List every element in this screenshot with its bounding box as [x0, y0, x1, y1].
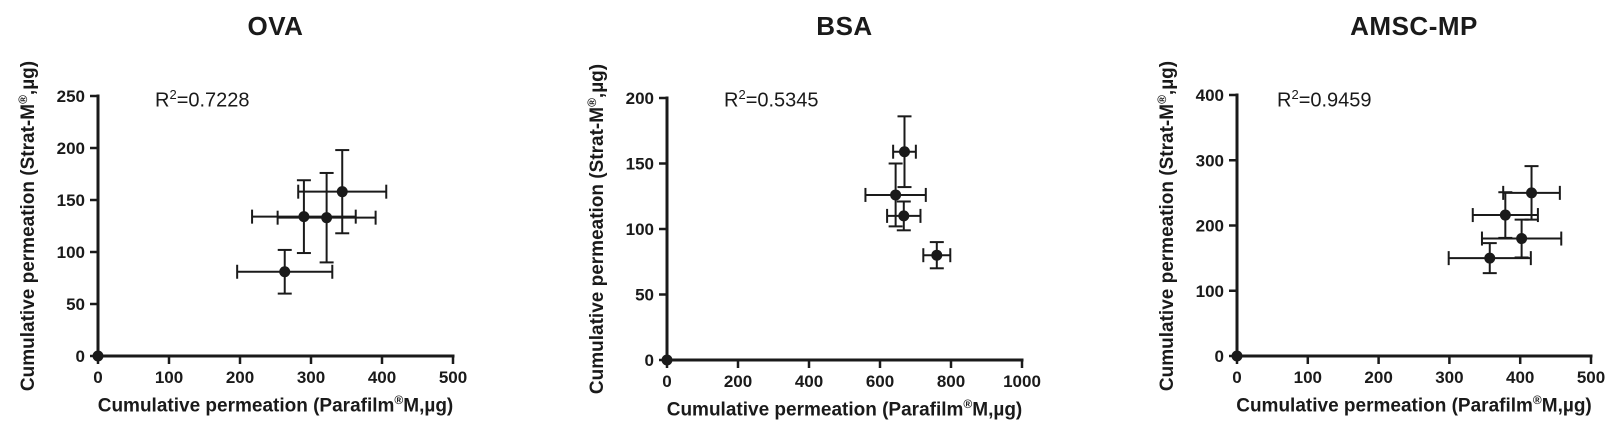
tick-marks [659, 96, 1024, 368]
r-squared-text: R [724, 89, 739, 112]
y-tick-label: 50 [66, 295, 85, 314]
x-tick-label: 300 [297, 368, 325, 387]
y-tick-label: 200 [57, 139, 85, 158]
tick-labels: 0 100 200 300 400 500 0 50 100 150 200 250 [57, 87, 468, 387]
data-point-marker [279, 266, 291, 278]
y-tick-label: 150 [57, 191, 85, 210]
x-tick-label: 300 [1435, 368, 1463, 387]
r-squared-value: =0.7228 [176, 89, 250, 112]
x-tick-label: 500 [439, 368, 467, 387]
data-point-marker [931, 249, 943, 261]
registered-mark-icon: ® [394, 393, 404, 407]
x-axis-label: Cumulative permeation (Parafilm®M,µg) [97, 393, 454, 417]
registered-mark-icon: ® [15, 95, 30, 104]
x-tick-label: 400 [795, 372, 823, 391]
data-point-marker [336, 186, 348, 198]
r-squared-exponent: 2 [169, 87, 177, 102]
registered-mark-icon: ® [1154, 94, 1169, 104]
y-tick-label: 250 [57, 87, 85, 106]
y-tick-label: 0 [645, 351, 654, 370]
tick-labels: 0 200 400 600 800 1000 0 50 100 150 200 [626, 89, 1041, 391]
y-tick-label: 200 [626, 89, 654, 108]
x-tick-label: 200 [226, 368, 254, 387]
tick-marks [90, 94, 455, 364]
chart-title: OVA [247, 11, 304, 41]
r-squared-annotation: R2=0.9459 [1277, 87, 1372, 113]
y-tick-label: 100 [1196, 282, 1224, 301]
data-point-marker [92, 350, 104, 362]
r-squared-value: =0.9459 [1298, 89, 1372, 112]
x-tick-label: 100 [155, 368, 183, 387]
x-tick-label: 0 [93, 368, 102, 387]
data-point-marker [661, 354, 673, 366]
tick-marks [1229, 93, 1593, 364]
data-point-marker [321, 212, 333, 224]
y-tick-label: 0 [76, 347, 85, 366]
chart-ova: 0 100 200 300 400 500 0 50 100 150 200 250 OVA R2=0… [0, 0, 540, 443]
data-point-marker [1231, 350, 1243, 362]
data-point-marker [1499, 209, 1511, 221]
y-tick-label: 50 [635, 286, 654, 305]
x-tick-label: 600 [866, 372, 894, 391]
data-points [661, 115, 952, 366]
x-tick-label: 200 [724, 372, 752, 391]
data-point-marker [1516, 233, 1528, 245]
axes [1235, 93, 1593, 358]
r-squared-annotation: R2=0.5345 [724, 87, 819, 113]
data-point-marker [1484, 252, 1496, 264]
x-tick-label: 0 [662, 372, 671, 391]
ova-scatter-plot: 0 100 200 300 400 500 0 50 100 150 200 250 [57, 87, 468, 387]
y-axis-label: Cumulative permeation (Strat-M®,µg) [584, 63, 609, 395]
r-squared-text: R [1277, 89, 1292, 112]
x-tick-label: 400 [368, 368, 396, 387]
axes [96, 94, 455, 358]
r-squared-exponent: 2 [738, 87, 746, 102]
chart-bsa: 0 200 400 600 800 1000 0 50 100 150 200 BSA R2=0.5… [540, 0, 1085, 443]
data-points [1231, 165, 1563, 362]
tick-labels: 0 100 200 300 400 500 0 100 200 300 400 [1196, 86, 1606, 387]
r-squared-value: =0.5345 [745, 89, 819, 112]
x-tick-label: 200 [1364, 368, 1392, 387]
chart-title: BSA [816, 11, 873, 41]
r-squared-text: R [155, 89, 170, 112]
axes [665, 96, 1024, 362]
chart-title: AMSC-MP [1350, 11, 1478, 41]
y-tick-label: 0 [1215, 347, 1224, 366]
chart-amsc-mp: 0 100 200 300 400 500 0 100 200 300 400 AMSC-MP R2… [1085, 0, 1624, 443]
registered-mark-icon: ® [1532, 393, 1542, 407]
y-tick-label: 200 [1196, 217, 1224, 236]
x-tick-label: 100 [1294, 368, 1322, 387]
y-tick-label: 150 [626, 155, 654, 174]
y-tick-label: 100 [57, 243, 85, 262]
data-points [92, 149, 388, 362]
x-tick-label: 800 [937, 372, 965, 391]
x-tick-label: 1000 [1003, 372, 1041, 391]
x-tick-label: 0 [1232, 368, 1241, 387]
data-point-marker [890, 189, 902, 201]
r-squared-annotation: R2=0.7228 [155, 87, 250, 113]
y-axis-label: Cumulative permeation (Strat-M®,µg) [1154, 60, 1179, 391]
r-squared-exponent: 2 [1291, 87, 1299, 102]
data-point-marker [898, 146, 910, 158]
x-axis-label: Cumulative permeation (Parafilm®M,µg) [666, 397, 1023, 421]
y-tick-label: 300 [1196, 151, 1224, 170]
data-point-marker [898, 210, 910, 222]
bsa-scatter-plot: 0 200 400 600 800 1000 0 50 100 150 200 [626, 89, 1041, 391]
y-axis-label: Cumulative permeation (Strat-M®,µg) [15, 60, 40, 392]
y-tick-label: 400 [1196, 86, 1224, 105]
x-tick-label: 400 [1506, 368, 1534, 387]
x-tick-label: 500 [1577, 368, 1605, 387]
amsc-mp-scatter-plot: 0 100 200 300 400 500 0 100 200 300 400 [1196, 86, 1606, 387]
y-tick-label: 100 [626, 220, 654, 239]
data-point-marker [298, 211, 310, 223]
data-point-marker [1526, 187, 1538, 199]
registered-mark-icon: ® [963, 397, 973, 411]
registered-mark-icon: ® [584, 98, 599, 107]
x-axis-label: Cumulative permeation (Parafilm®M,µg) [1236, 393, 1592, 417]
